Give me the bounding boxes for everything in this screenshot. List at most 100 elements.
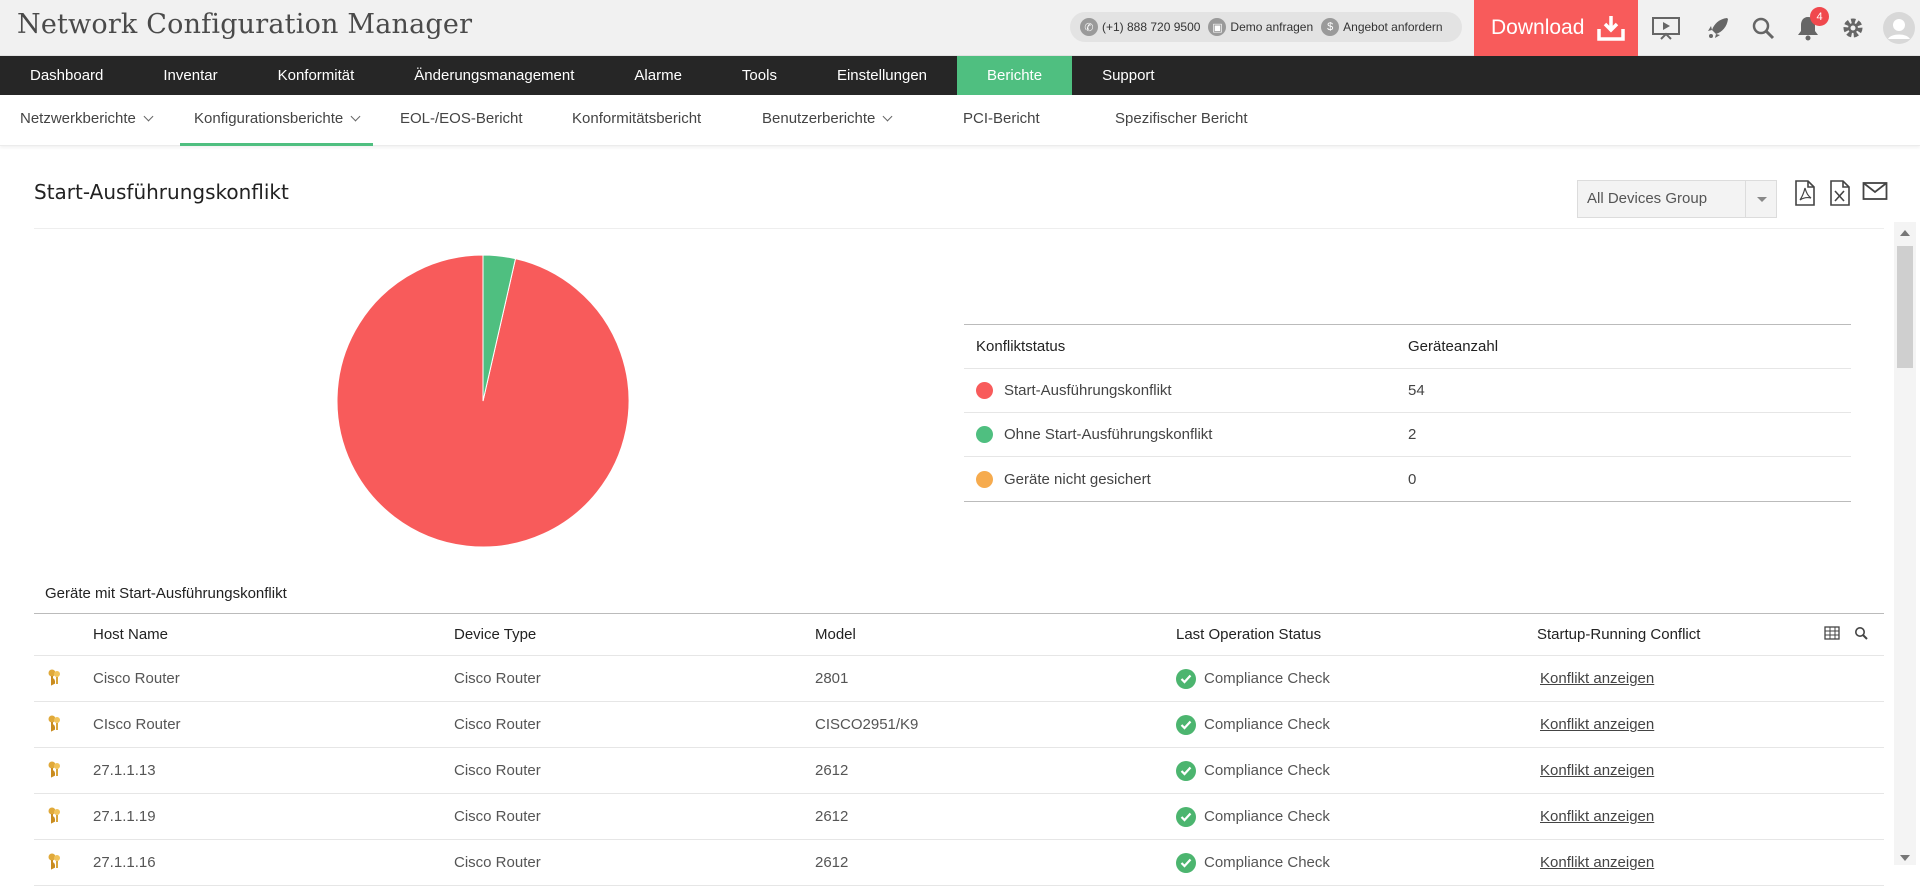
demo-link[interactable]: ▣ Demo anfragen [1208,18,1313,36]
device-key-icon [34,806,93,828]
green-status-dot [976,426,993,443]
dropdown-caret-icon [1745,181,1776,217]
cell-host-name: 27.1.1.19 [93,808,156,825]
phone-number: (+1) 888 720 9500 [1102,20,1201,34]
nav-tools[interactable]: Tools [741,67,777,84]
view-conflict-link[interactable]: Konflikt anzeigen [1540,762,1655,779]
subnav-pci-bericht[interactable]: PCI-Bericht [963,110,1040,127]
nav-support[interactable]: Support [1102,67,1155,84]
legend-count: 54 [1408,382,1425,399]
table-row[interactable]: Cisco Router Cisco Router 2801 Compliance C… [34,656,1884,702]
pie-slice-1[interactable] [482,254,517,402]
nav-alarme[interactable]: Alarme [634,67,682,84]
nav-aenderungsmanagement[interactable]: Änderungsmanagement [414,67,575,84]
table-search-icon[interactable] [1854,626,1868,644]
col-last-operation-status[interactable]: Last Operation Status [1176,626,1322,643]
legend-row[interactable]: Geräte nicht gesichert 0 [964,457,1851,501]
subnav-netzwerkberichte[interactable]: Netzwerkberichte [20,95,154,146]
rocket-icon[interactable] [1703,13,1733,43]
table-row[interactable]: 27.1.1.16 Cisco Router 2612 Compliance Chec… [34,840,1884,886]
scroll-down-arrow-icon[interactable] [1900,855,1910,861]
legend-header-count: Geräteanzahl [1408,338,1499,355]
cell-device-type: Cisco Router [454,808,541,825]
legend-row[interactable]: Ohne Start-Ausführungskonflikt 2 [964,413,1851,457]
subnav-eol-eos[interactable]: EOL-/EOS-Bericht [400,110,523,127]
col-startup-running-conflict[interactable]: Startup-Running Conflict [1537,626,1701,643]
subnav-konfigurationsberichte[interactable]: Konfigurationsberichte [180,95,374,146]
legend-count: 2 [1408,426,1417,443]
page-scrollbar[interactable] [1894,222,1916,865]
device-key-icon [34,760,93,782]
pdf-export-icon[interactable] [1794,180,1820,206]
nav-einstellungen[interactable]: Einstellungen [836,67,928,84]
cell-last-operation-status: Compliance Check [1176,760,1537,781]
subnav-benutzerberichte[interactable]: Benutzerberichte [762,95,893,146]
legend-header-status: Konfliktstatus [976,338,1066,355]
presentation-icon[interactable] [1651,13,1681,43]
notifications-bell-icon[interactable]: 4 [1793,7,1829,43]
subnav-konformitaetsbericht[interactable]: Konformitätsbericht [572,110,702,127]
col-model[interactable]: Model [815,626,856,643]
devices-header-row: Host Name Device Type Model Last Operati… [34,614,1884,656]
check-circle-icon [1176,760,1196,781]
legend-status: Ohne Start-Ausführungskonflikt [1004,426,1213,443]
devices-table: Host Name Device Type Model Last Operati… [34,613,1884,886]
device-group-select[interactable]: All Devices Group [1577,180,1777,218]
cell-device-type: Cisco Router [454,716,541,733]
cell-model: 2612 [815,854,849,871]
conflict-status-table: Konfliktstatus Geräteanzahl Start-Ausfüh… [964,324,1851,502]
nav-berichte[interactable]: Berichte [957,56,1073,95]
legend-row[interactable]: Start-Ausführungskonflikt 54 [964,369,1851,413]
sub-nav: Netzwerkberichte Konfigurationsberichte … [0,95,1920,146]
email-icon[interactable] [1862,180,1890,206]
gear-icon[interactable] [1838,13,1868,43]
view-conflict-link[interactable]: Konflikt anzeigen [1540,670,1655,687]
conflict-pie-chart [336,254,630,548]
col-device-type[interactable]: Device Type [454,626,537,643]
red-status-dot [976,382,993,399]
view-conflict-link[interactable]: Konflikt anzeigen [1540,808,1655,825]
cell-device-type: Cisco Router [454,854,541,871]
nav-inventar[interactable]: Inventar [163,67,218,84]
table-columns-icon[interactable] [1824,626,1840,644]
view-conflict-link[interactable]: Konflikt anzeigen [1540,716,1655,733]
scroll-up-arrow-icon[interactable] [1900,230,1910,236]
chevron-down-icon [350,111,361,122]
device-key-icon [34,714,93,736]
subnav-netzwerkberichte-label: Netzwerkberichte [20,110,136,127]
check-circle-icon [1176,852,1196,873]
excel-export-icon[interactable] [1829,180,1855,206]
cell-model: CISCO2951/K9 [815,716,919,733]
nav-dashboard[interactable]: Dashboard [30,67,104,84]
table-row[interactable]: 27.1.1.13 Cisco Router 2612 Compliance Chec… [34,748,1884,794]
chevron-down-icon [143,111,154,122]
cell-device-type: Cisco Router [454,762,541,779]
demo-icon: ▣ [1208,18,1227,36]
legend-status: Geräte nicht gesichert [1004,470,1151,488]
quote-link[interactable]: $ Angebot anfordern [1321,18,1443,36]
chevron-down-icon [882,111,893,122]
scroll-thumb[interactable] [1897,246,1913,368]
user-avatar-icon[interactable] [1882,11,1916,45]
cell-host-name: Cisco Router [93,670,180,687]
view-conflict-link[interactable]: Konflikt anzeigen [1540,854,1655,871]
phone-contact[interactable]: ✆ (+1) 888 720 9500 [1080,18,1200,36]
download-button[interactable]: Download [1474,0,1638,56]
orange-status-dot [976,470,993,488]
table-row[interactable]: CIsco Router Cisco Router CISCO2951/K9 Comp… [34,702,1884,748]
device-key-icon [34,852,93,874]
legend-status: Start-Ausführungskonflikt [1004,382,1172,399]
subnav-benutzerberichte-label: Benutzerberichte [762,110,876,127]
cell-host-name: CIsco Router [93,716,181,733]
demo-label: Demo anfragen [1230,20,1314,34]
nav-konformitaet[interactable]: Konformität [277,67,355,84]
col-host-name[interactable]: Host Name [93,626,169,643]
check-circle-icon [1176,668,1196,689]
download-label: Download [1491,16,1585,39]
table-row[interactable]: 27.1.1.19 Cisco Router 2612 Compliance Chec… [34,794,1884,840]
legend-header-row: Konfliktstatus Geräteanzahl [964,325,1851,369]
subnav-spezifischer-bericht[interactable]: Spezifischer Bericht [1115,110,1248,127]
legend-count: 0 [1408,470,1417,488]
notification-badge: 4 [1810,7,1829,26]
search-icon[interactable] [1748,13,1778,43]
